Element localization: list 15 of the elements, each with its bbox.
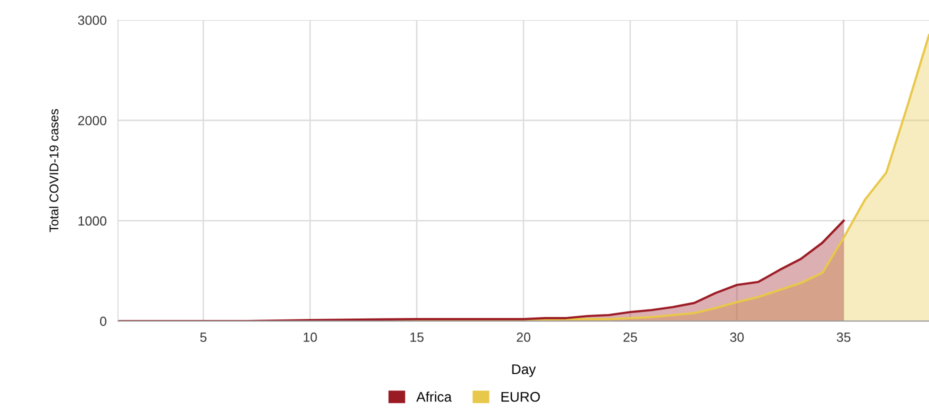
x-tick-label: 10 xyxy=(304,332,317,342)
x-tick-label: 20 xyxy=(516,332,530,342)
y-tick-label: 3000 xyxy=(78,16,106,25)
y-axis-title: Total COVID-19 cases xyxy=(49,109,58,232)
x-tick-label: 35 xyxy=(836,332,850,342)
y-tick-label: 0 xyxy=(100,316,106,326)
y-tick-label: 2000 xyxy=(78,116,106,126)
x-tick-label: 15 xyxy=(410,332,424,342)
x-tick-label: 25 xyxy=(624,332,637,342)
legend-label: Africa xyxy=(416,392,452,402)
x-tick-label: 30 xyxy=(730,332,744,342)
y-tick-label: 1000 xyxy=(78,216,106,226)
x-tick-label: 5 xyxy=(200,332,206,342)
legend-label: EURO xyxy=(502,392,540,402)
x-axis-title: Day xyxy=(512,364,536,377)
